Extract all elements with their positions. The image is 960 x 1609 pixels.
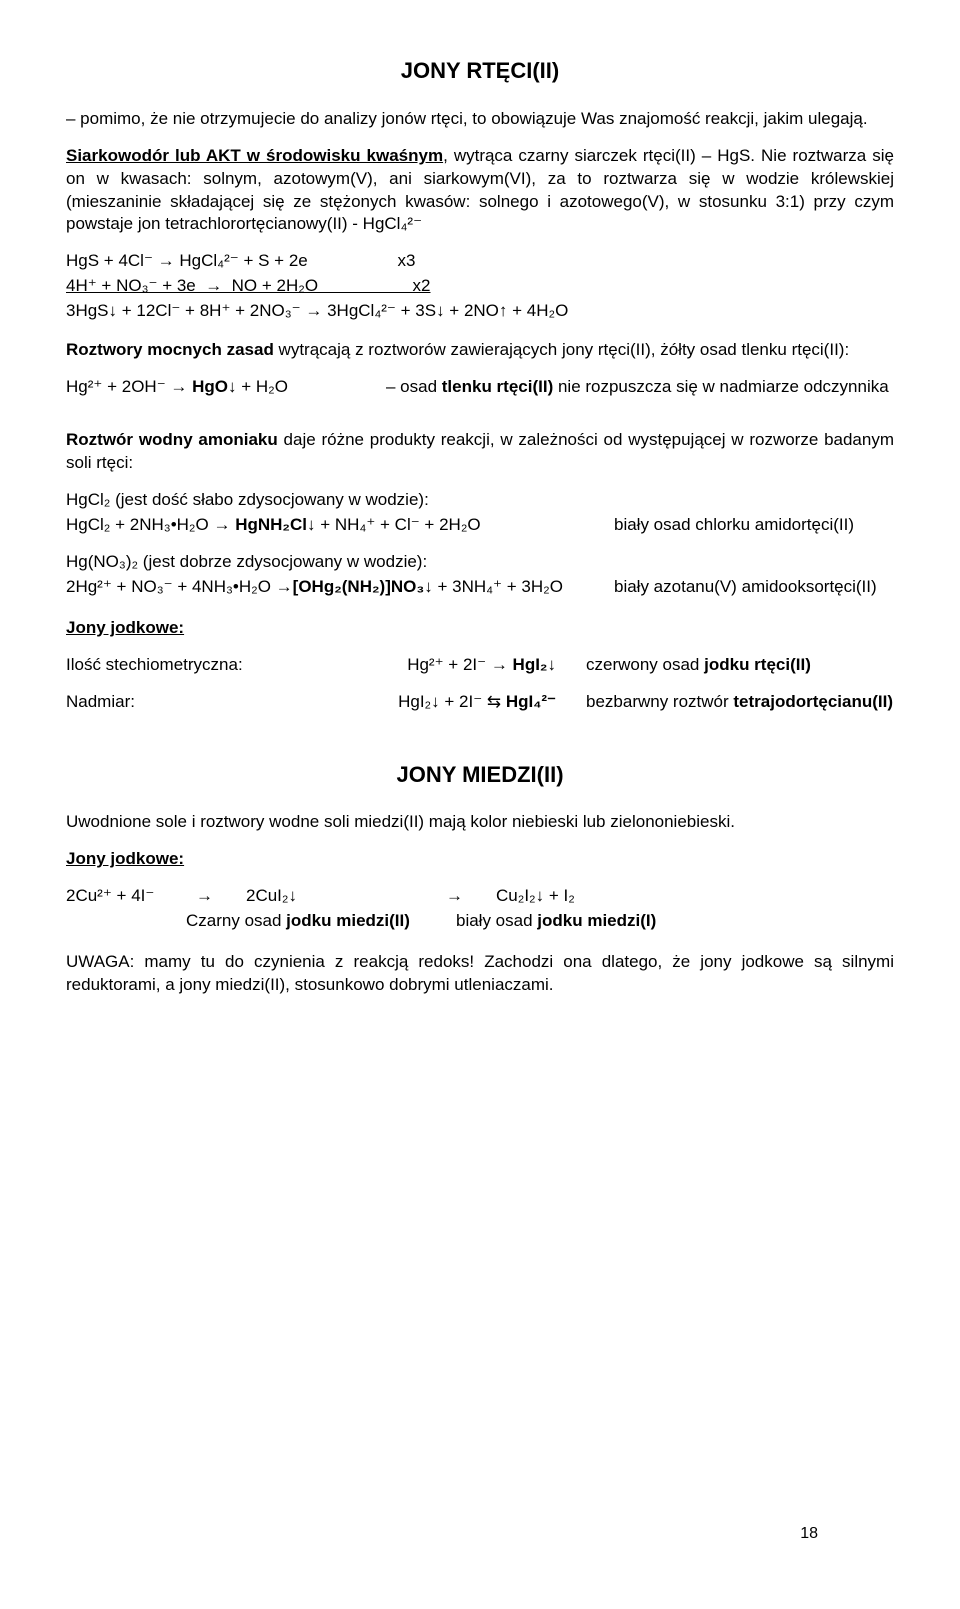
hgno3-eq: 2Hg²⁺ + NO₃⁻ + 4NH₃•H₂O →[OHg₂(NH₂)]NO₃↓… <box>66 576 574 599</box>
stech-label: Ilość stechiometryczna: <box>66 654 246 677</box>
nadmiar-eq: HgI₂↓ + 2I⁻ ⇆ HgI₄²⁻ <box>276 691 556 714</box>
hgo-desc-post: nie rozpuszcza się w nadmiarze odczynnik… <box>553 377 888 396</box>
zasady-bold: Roztwory mocnych zasad <box>66 340 274 359</box>
stech-desc: czerwony osad jodku rtęci(II) <box>586 654 894 677</box>
stech-product: HgI₂↓ <box>513 655 556 674</box>
h2s-bold: Siarkowodór lub AKT w środowisku kwaśnym <box>66 146 443 165</box>
eq-hgs1: HgS + 4Cl⁻ → HgCl₄²⁻ + S + 2e x3 <box>66 250 894 273</box>
cu-lhs: 2Cu²⁺ + 4I⁻ <box>66 885 196 908</box>
cu-intro: Uwodnione sole i roztwory wodne soli mie… <box>66 811 894 834</box>
eq-hgs3: 3HgS↓ + 12Cl⁻ + 8H⁺ + 2NO₃⁻ → 3HgCl₄²⁻ +… <box>66 300 894 323</box>
nadmiar-desc: bezbarwny roztwór tetrajodortęcianu(II) <box>586 691 894 714</box>
nadmiar-row: Nadmiar: HgI₂↓ + 2I⁻ ⇆ HgI₄²⁻ bezbarwny … <box>66 691 894 714</box>
cu-arrow2: → <box>446 885 496 908</box>
hgo-desc: – osad tlenku rtęci(II) nie rozpuszcza s… <box>386 376 894 399</box>
h2s-paragraph: Siarkowodór lub AKT w środowisku kwaśnym… <box>66 145 894 237</box>
stech-desc-bold: jodku rtęci(II) <box>704 655 811 674</box>
cu-desc-l-pre: Czarny osad <box>186 911 286 930</box>
hgno3-label: Hg(NO₃)₂ (jest dobrze zdysocjowany w wod… <box>66 551 894 574</box>
hgcl2-row: HgCl₂ + 2NH₃•H₂O → HgNH₂Cl↓ + NH₄⁺ + Cl⁻… <box>66 514 894 537</box>
jodkowe-heading-cu: Jony jodkowe: <box>66 848 894 871</box>
amoniak-paragraph: Roztwór wodny amoniaku daje różne produk… <box>66 429 894 475</box>
cu-rhs: Cu₂I₂↓ + I₂ <box>496 885 894 908</box>
h2s-rest: , wytrąca czarny siarczek rtęci(II) – Hg… <box>443 146 755 165</box>
hgo-water: + H₂O <box>237 377 288 396</box>
stech-row: Ilość stechiometryczna: Hg²⁺ + 2I⁻ → HgI… <box>66 654 894 677</box>
page-number: 18 <box>800 1523 818 1545</box>
hgno3-row: 2Hg²⁺ + NO₃⁻ + 4NH₃•H₂O →[OHg₂(NH₂)]NO₃↓… <box>66 576 894 599</box>
stech-eq: Hg²⁺ + 2I⁻ → HgI₂↓ <box>276 654 556 677</box>
cu-desc-l-bold: jodku miedzi(II) <box>286 911 410 930</box>
hgno3-prod: biały azotanu(V) amidooksortęci(II) <box>614 576 894 599</box>
hgcl2-eq: HgCl₂ + 2NH₃•H₂O → HgNH₂Cl↓ + NH₄⁺ + Cl⁻… <box>66 514 574 537</box>
uwaga-paragraph: UWAGA: mamy tu do czynienia z reakcją re… <box>66 951 894 997</box>
cu-arrow1: → <box>196 885 246 908</box>
hgno3-product: [OHg₂(NH₂)]NO₃↓ <box>293 577 433 596</box>
intro-paragraph: – pomimo, że nie otrzymujecie do analizy… <box>66 108 894 131</box>
nadmiar-label: Nadmiar: <box>66 691 246 714</box>
zasady-paragraph: Roztwory mocnych zasad wytrącają z roztw… <box>66 339 894 362</box>
cu-desc-row: Czarny osad jodku miedzi(II) biały osad … <box>66 910 894 933</box>
nadmiar-desc-pre: bezbarwny roztwór <box>586 692 733 711</box>
cu-desc-left: Czarny osad jodku miedzi(II) <box>186 910 446 933</box>
hgo-left: Hg²⁺ + 2OH⁻ → HgO↓ + H₂O <box>66 376 346 399</box>
cu-desc-r-pre: biały osad <box>456 911 537 930</box>
nadmiar-product: HgI₄²⁻ <box>506 692 556 711</box>
cu-equation-row: 2Cu²⁺ + 4I⁻ → 2CuI₂↓ → Cu₂I₂↓ + I₂ <box>66 885 894 908</box>
page-title-hg: JONY RTĘCI(II) <box>66 56 894 86</box>
hgno3-rhs: + 3NH₄⁺ + 3H₂O <box>433 577 563 596</box>
hgo-equation-row: Hg²⁺ + 2OH⁻ → HgO↓ + H₂O – osad tlenku r… <box>66 376 894 399</box>
stech-lhs: Hg²⁺ + 2I⁻ → <box>407 655 512 674</box>
hgno3-lhs: 2Hg²⁺ + NO₃⁻ + 4NH₃•H₂O → <box>66 577 293 596</box>
hgcl2-label: HgCl₂ (jest dość słabo zdysocjowany w wo… <box>66 489 894 512</box>
amoniak-bold: Roztwór wodny amoniaku <box>66 430 278 449</box>
zasady-rest: wytrącają z roztworów zawierających jony… <box>274 340 849 359</box>
hgo-product: HgO↓ <box>192 377 236 396</box>
cu-mid: 2CuI₂↓ <box>246 885 446 908</box>
page-title-cu: JONY MIEDZI(II) <box>66 760 894 790</box>
hgcl2-prod: biały osad chlorku amidortęci(II) <box>614 514 894 537</box>
hgcl2-product: HgNH₂Cl↓ <box>235 515 315 534</box>
nadmiar-lhs: HgI₂↓ + 2I⁻ ⇆ <box>398 692 506 711</box>
hgcl2-rhs: + NH₄⁺ + Cl⁻ + 2H₂O <box>315 515 480 534</box>
hgo-desc-bold: tlenku rtęci(II) <box>442 377 553 396</box>
eq-hgs2: 4H⁺ + NO₃⁻ + 3e → NO + 2H₂O x2 <box>66 275 894 298</box>
hgo-lhs: Hg²⁺ + 2OH⁻ → <box>66 377 192 396</box>
cu-desc-r-bold: jodku miedzi(I) <box>537 911 656 930</box>
jodkowe-heading: Jony jodkowe: <box>66 617 894 640</box>
cu-desc-right: biały osad jodku miedzi(I) <box>456 910 894 933</box>
hgo-desc-pre: – osad <box>386 377 442 396</box>
stech-desc-pre: czerwony osad <box>586 655 704 674</box>
hgcl2-lhs: HgCl₂ + 2NH₃•H₂O → <box>66 515 235 534</box>
nadmiar-desc-bold: tetrajodortęcianu(II) <box>733 692 893 711</box>
